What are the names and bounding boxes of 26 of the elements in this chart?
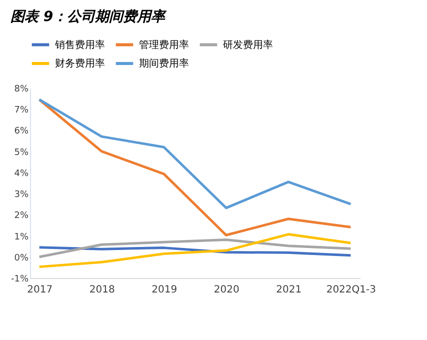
x-tick-label: 2021 [276, 284, 302, 296]
y-tick-label: 3% [14, 190, 29, 200]
x-tick-label: 2022Q1-3 [326, 284, 376, 296]
legend-label: 研发费用率 [223, 38, 273, 51]
y-tick-label: 8% [14, 84, 29, 94]
line-series [38, 98, 352, 210]
legend-label: 财务费用率 [55, 58, 105, 70]
y-tick-label: 7% [14, 106, 29, 116]
legend-label: 销售费用率 [54, 38, 105, 51]
y-tick-label: 1% [14, 232, 29, 242]
y-tick-label: 2% [14, 211, 29, 222]
y-tick-label: 4% [14, 168, 29, 179]
line-series [38, 233, 352, 268]
y-tick-label: 5% [14, 148, 29, 158]
legend-label: 期间费用率 [139, 58, 189, 70]
x-tick-label: 2020 [214, 284, 240, 296]
line-series [38, 246, 352, 257]
chart-title: 图表 9：公司期间费用率 [10, 8, 168, 25]
x-tick-label: 2017 [27, 284, 53, 296]
y-tick-label: 6% [14, 126, 29, 137]
y-tick-label: 0% [14, 253, 29, 264]
line-series [38, 238, 352, 258]
y-tick-label: -1% [10, 274, 29, 284]
legend-label: 管理费用率 [139, 38, 189, 51]
x-tick-label: 2018 [89, 284, 115, 296]
x-tick-label: 2019 [152, 284, 178, 296]
